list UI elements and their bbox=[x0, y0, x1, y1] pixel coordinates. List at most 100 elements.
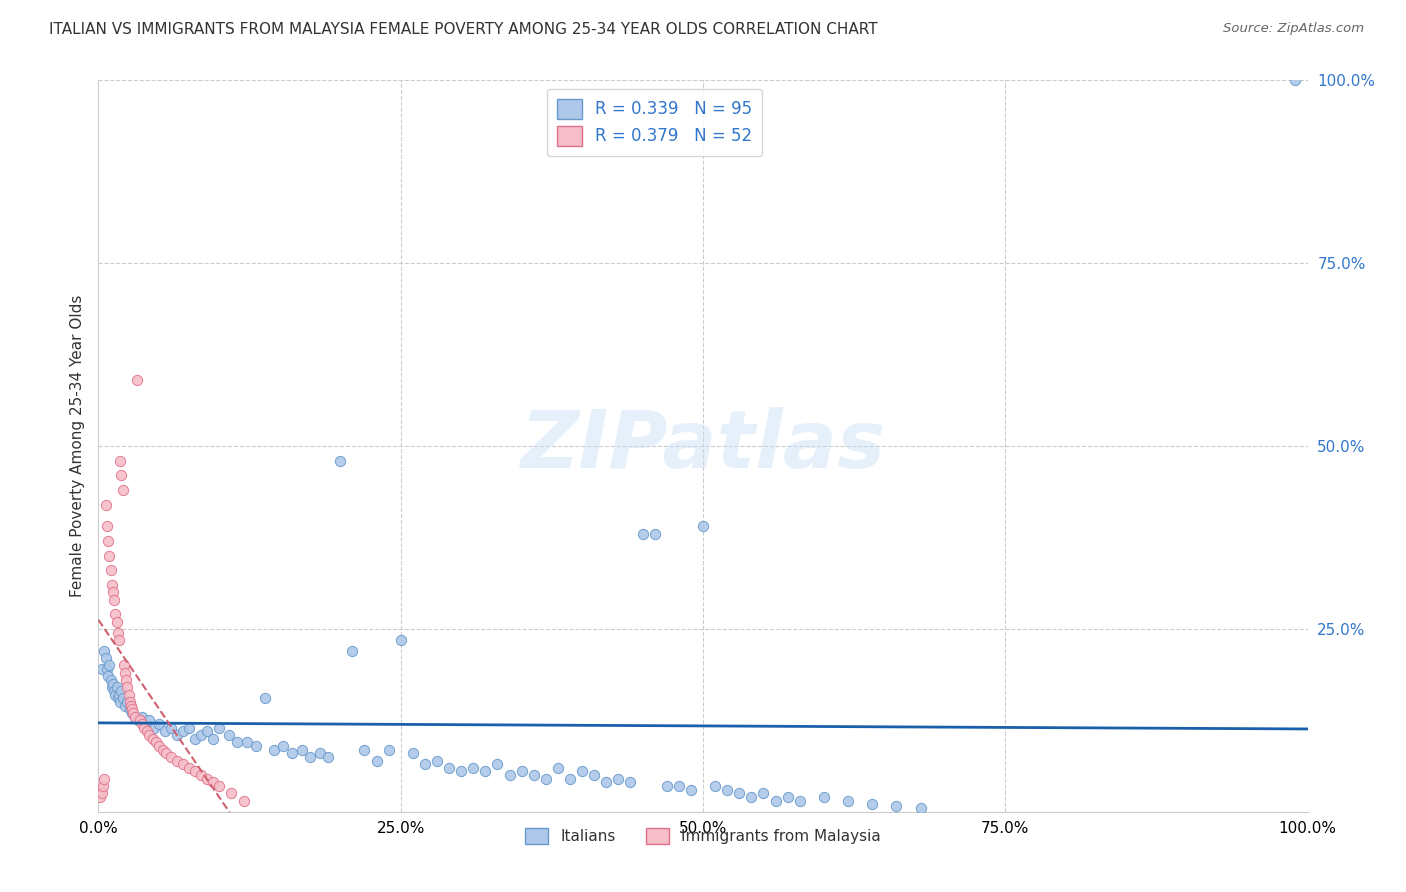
Point bbox=[131, 717, 153, 731]
Point bbox=[103, 684, 125, 698]
Point bbox=[101, 585, 124, 599]
Point bbox=[290, 742, 312, 756]
Point bbox=[104, 688, 127, 702]
Point bbox=[704, 779, 727, 793]
Point bbox=[138, 728, 160, 742]
Point bbox=[111, 691, 134, 706]
Text: ZIPatlas: ZIPatlas bbox=[520, 407, 886, 485]
Point bbox=[179, 721, 201, 735]
Point bbox=[135, 724, 157, 739]
Point bbox=[107, 691, 129, 706]
Point bbox=[273, 739, 295, 753]
Point bbox=[389, 632, 412, 647]
Point bbox=[184, 731, 207, 746]
Point bbox=[100, 673, 122, 687]
Point bbox=[103, 592, 125, 607]
Point bbox=[837, 794, 859, 808]
Point bbox=[245, 739, 267, 753]
Point bbox=[510, 764, 533, 779]
Point bbox=[202, 731, 225, 746]
Point bbox=[218, 728, 240, 742]
Point bbox=[128, 714, 150, 728]
Point bbox=[486, 757, 509, 772]
Point bbox=[142, 731, 165, 746]
Point bbox=[195, 772, 218, 786]
Point bbox=[450, 764, 472, 779]
Point bbox=[547, 761, 569, 775]
Point bbox=[90, 782, 112, 797]
Point bbox=[89, 790, 111, 805]
Point bbox=[413, 757, 436, 772]
Point bbox=[679, 782, 702, 797]
Point bbox=[104, 607, 127, 622]
Point bbox=[97, 534, 120, 549]
Point bbox=[127, 373, 149, 387]
Point bbox=[308, 746, 330, 760]
Point bbox=[100, 578, 122, 592]
Y-axis label: Female Poverty Among 25-34 Year Olds: Female Poverty Among 25-34 Year Olds bbox=[69, 295, 84, 597]
Point bbox=[860, 797, 883, 812]
Point bbox=[631, 526, 654, 541]
Point bbox=[145, 735, 167, 749]
Point bbox=[105, 681, 128, 695]
Point bbox=[160, 721, 183, 735]
Point bbox=[668, 779, 690, 793]
Point bbox=[172, 724, 194, 739]
Point bbox=[474, 764, 496, 779]
Point bbox=[121, 702, 143, 716]
Point bbox=[166, 728, 188, 742]
Point bbox=[179, 761, 201, 775]
Point bbox=[148, 717, 170, 731]
Point bbox=[135, 717, 157, 731]
Point bbox=[813, 790, 835, 805]
Point bbox=[716, 782, 738, 797]
Point bbox=[117, 681, 139, 695]
Point bbox=[115, 673, 138, 687]
Point bbox=[117, 695, 139, 709]
Point bbox=[886, 798, 908, 813]
Point bbox=[98, 549, 121, 563]
Point bbox=[96, 662, 118, 676]
Point bbox=[195, 724, 218, 739]
Point bbox=[105, 615, 128, 629]
Point bbox=[124, 709, 146, 723]
Point bbox=[236, 735, 259, 749]
Point bbox=[728, 787, 751, 801]
Point bbox=[120, 698, 142, 713]
Point bbox=[153, 724, 176, 739]
Point bbox=[100, 563, 122, 577]
Point bbox=[226, 735, 249, 749]
Point bbox=[91, 779, 114, 793]
Point bbox=[127, 714, 149, 728]
Point bbox=[263, 742, 285, 756]
Point bbox=[190, 728, 212, 742]
Point bbox=[121, 706, 143, 720]
Point bbox=[160, 749, 183, 764]
Point bbox=[765, 794, 787, 808]
Point bbox=[366, 754, 388, 768]
Point bbox=[910, 801, 932, 815]
Point bbox=[190, 768, 212, 782]
Point bbox=[112, 658, 135, 673]
Point bbox=[619, 775, 641, 789]
Point bbox=[134, 721, 156, 735]
Point bbox=[402, 746, 425, 760]
Point bbox=[152, 742, 174, 756]
Point bbox=[131, 709, 153, 723]
Point bbox=[155, 746, 177, 760]
Point bbox=[655, 779, 678, 793]
Point bbox=[221, 787, 243, 801]
Point bbox=[644, 526, 666, 541]
Point bbox=[789, 794, 811, 808]
Point bbox=[184, 764, 207, 779]
Point bbox=[523, 768, 546, 782]
Point bbox=[108, 688, 131, 702]
Point bbox=[740, 790, 762, 805]
Point bbox=[114, 665, 136, 680]
Point bbox=[776, 790, 799, 805]
Point bbox=[98, 658, 121, 673]
Point bbox=[111, 483, 134, 497]
Point bbox=[172, 757, 194, 772]
Point bbox=[108, 695, 131, 709]
Point bbox=[122, 706, 145, 720]
